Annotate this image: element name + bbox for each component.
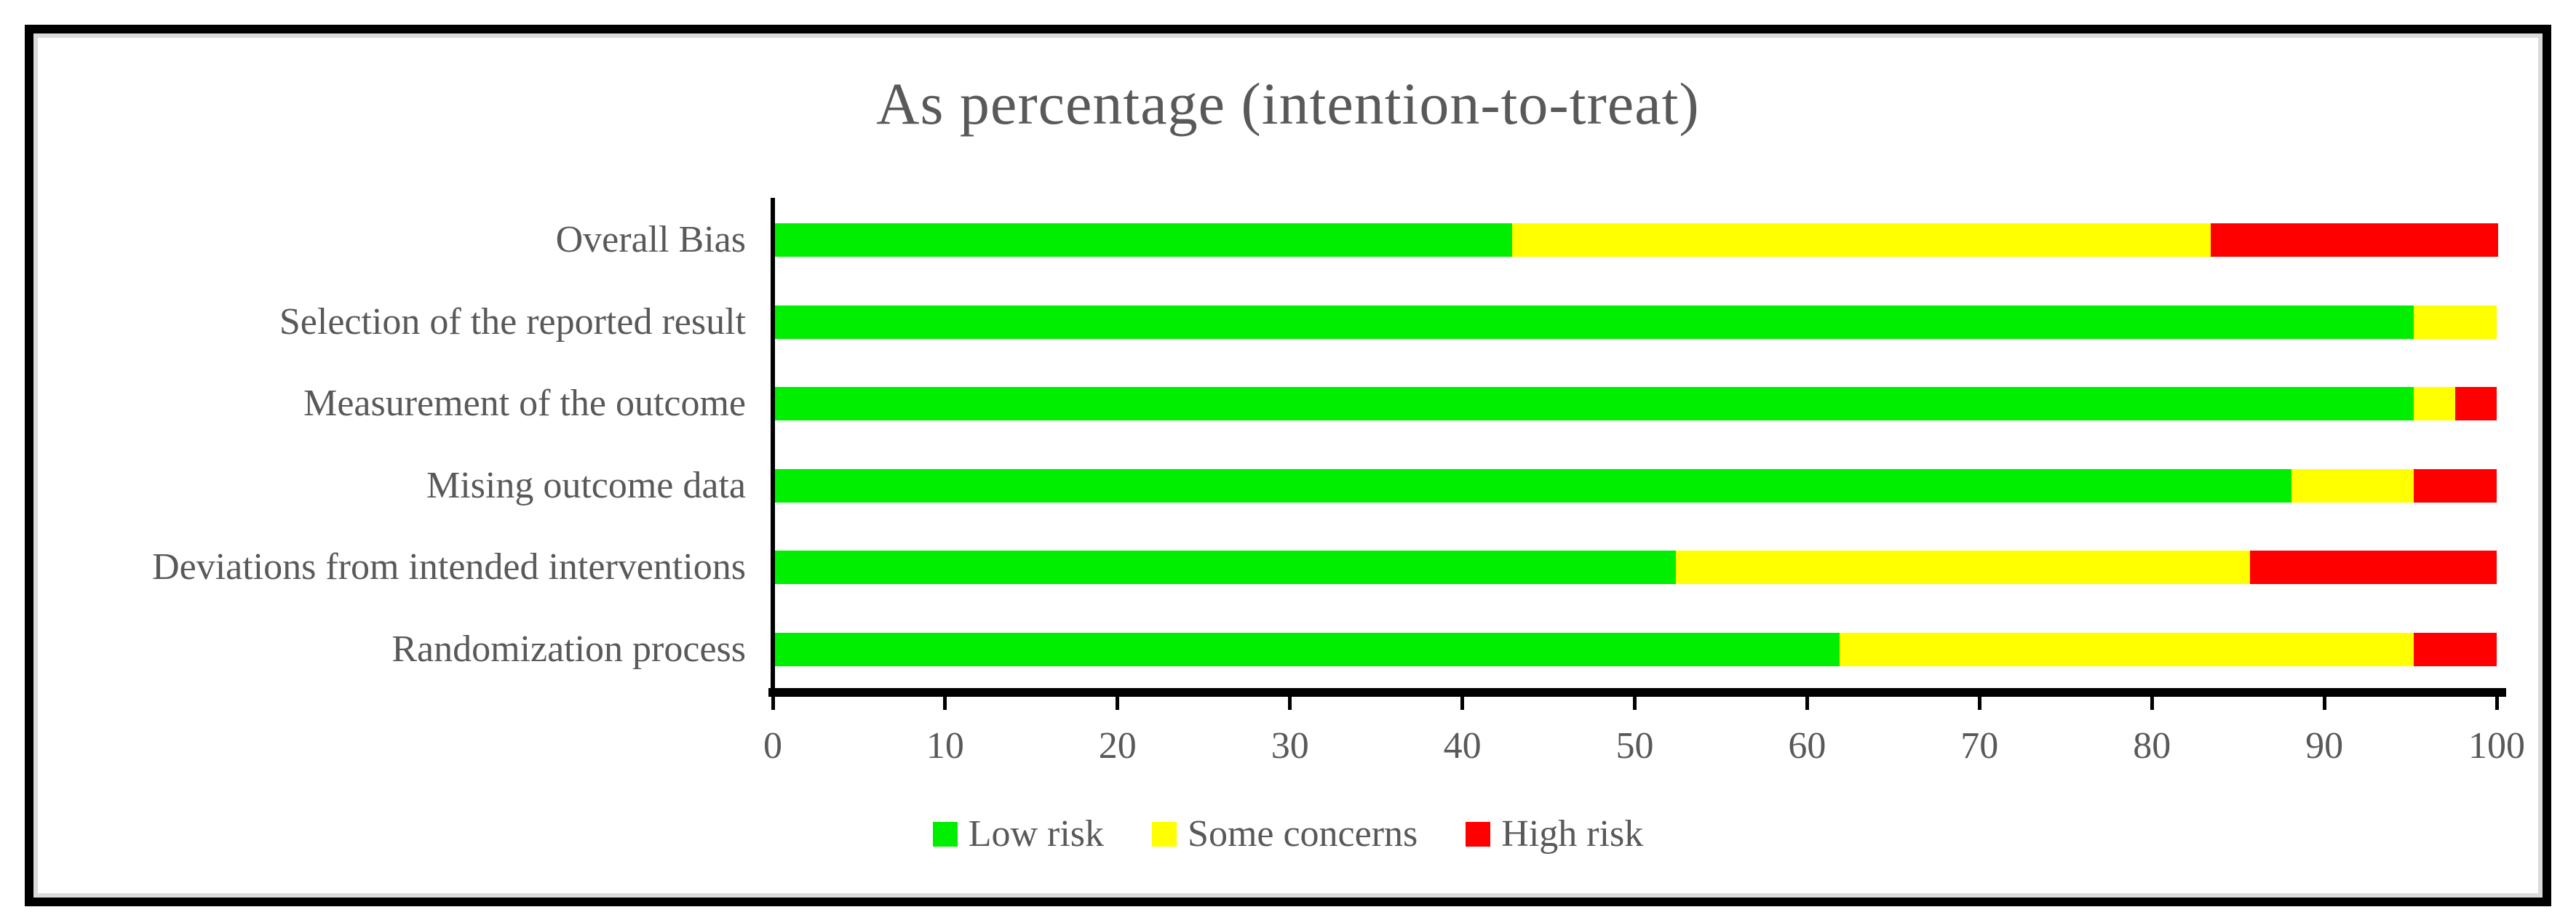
x-axis-tick-label-50: 50	[1615, 725, 1654, 767]
x-axis-tick-label-0: 0	[763, 725, 782, 767]
bar-row-randomization-process	[773, 632, 2497, 666]
bar-row-selection-of-the-reported-result	[773, 305, 2497, 339]
category-label-overall-bias: Overall Bias	[555, 219, 746, 260]
category-label-selection-of-the-reported-result: Selection of the reported result	[279, 300, 746, 343]
category-label-deviations-from-intended-interventions: Deviations from intended interventions	[152, 546, 746, 588]
legend-label-high-risk: High risk	[1501, 813, 1644, 855]
x-axis-tick-80	[2150, 695, 2154, 710]
bar-segment-some-concerns	[1676, 551, 2251, 584]
bar-segment-high-risk	[2414, 468, 2497, 503]
legend-entry-high-risk: High risk	[1466, 813, 1643, 855]
chart-frame	[25, 25, 2551, 906]
bar-segment-high-risk	[2455, 387, 2497, 420]
bar-segment-high-risk	[2210, 223, 2499, 257]
bar-segment-high-risk	[2414, 632, 2497, 666]
bar-segment-low-risk	[773, 387, 2414, 420]
x-axis-tick-label-10: 10	[926, 725, 964, 767]
y-axis-line	[771, 198, 775, 697]
bar-row-deviations-from-intended-interventions	[773, 551, 2497, 584]
legend-entry-low-risk: Low risk	[932, 813, 1105, 855]
bar-segment-some-concerns	[1840, 632, 2414, 666]
legend-swatch-low-risk	[932, 821, 958, 847]
legend-swatch-some-concerns	[1152, 821, 1177, 847]
legend-label-low-risk: Low risk	[968, 813, 1105, 855]
x-axis-tick-40	[1460, 695, 1465, 710]
bar-segment-low-risk	[773, 305, 2414, 339]
x-axis-tick-label-20: 20	[1098, 725, 1137, 767]
x-axis-tick-label-40: 40	[1443, 725, 1482, 767]
x-axis-tick-label-30: 30	[1271, 725, 1309, 767]
x-axis-tick-90	[2322, 695, 2326, 710]
bar-row-overall-bias	[773, 223, 2499, 257]
bar-segment-high-risk	[2250, 551, 2497, 584]
bar-segment-low-risk	[773, 632, 1840, 666]
x-axis-tick-label-100: 100	[2468, 725, 2525, 767]
bar-segment-low-risk	[773, 551, 1677, 584]
x-axis-tick-0	[771, 695, 775, 710]
x-axis-tick-60	[1805, 695, 1809, 710]
bar-segment-low-risk	[773, 468, 2292, 503]
bar-segment-some-concerns	[2414, 387, 2456, 420]
legend-entry-some-concerns: Some concerns	[1152, 813, 1418, 855]
bar-row-measurement-of-the-outcome	[773, 387, 2497, 420]
bar-segment-low-risk	[773, 223, 1513, 257]
legend-label-some-concerns: Some concerns	[1188, 813, 1418, 855]
x-axis-tick-20	[1116, 695, 1120, 710]
category-label-measurement-of-the-outcome: Measurement of the outcome	[303, 383, 746, 424]
x-axis-tick-30	[1288, 695, 1292, 710]
x-axis-tick-100	[2494, 695, 2499, 710]
x-axis-tick-10	[943, 695, 947, 710]
legend: Low risk Some concerns High risk	[25, 813, 2551, 855]
x-axis-tick-label-90: 90	[2305, 725, 2344, 767]
legend-swatch-high-risk	[1466, 821, 1491, 847]
x-axis-tick-label-70: 70	[1960, 725, 1999, 767]
x-axis-tick-50	[1633, 695, 1637, 710]
bar-segment-some-concerns	[2414, 305, 2497, 339]
bar-row-mising-outcome-data	[773, 468, 2497, 503]
x-axis-tick-label-60: 60	[1788, 725, 1826, 767]
bar-segment-some-concerns	[2291, 468, 2414, 503]
category-label-randomization-process: Randomization process	[391, 628, 746, 670]
category-label-mising-outcome-data: Mising outcome data	[426, 464, 746, 506]
chart-title: As percentage (intention-to-treat)	[876, 71, 1700, 137]
x-axis-tick-label-80: 80	[2133, 725, 2171, 767]
bar-segment-some-concerns	[1512, 223, 2211, 257]
x-axis-tick-70	[1977, 695, 1981, 710]
x-axis-line	[768, 688, 2506, 697]
